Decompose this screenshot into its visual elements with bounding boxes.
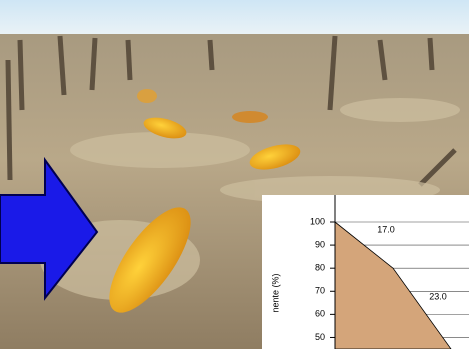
page: nente (%) 100908070605017.023.0 (() => {… <box>0 0 469 349</box>
y-tick-label: 90 <box>315 239 325 249</box>
y-tick-label: 50 <box>315 332 325 342</box>
corn-cob <box>232 111 268 123</box>
y-tick-label: 100 <box>310 216 325 226</box>
chart: nente (%) 100 90 80 70 60 50 17.0 23.0 <box>262 195 469 349</box>
annotation: 17.0 <box>377 224 395 234</box>
y-tick-label: 80 <box>315 263 325 273</box>
annotation: 23.0 <box>429 291 447 301</box>
y-tick-label: 70 <box>315 286 325 296</box>
y-tick-label: 60 <box>315 309 325 319</box>
area <box>335 222 451 349</box>
corn-cob <box>137 89 157 103</box>
y-axis-label: nente (%) <box>270 273 280 312</box>
